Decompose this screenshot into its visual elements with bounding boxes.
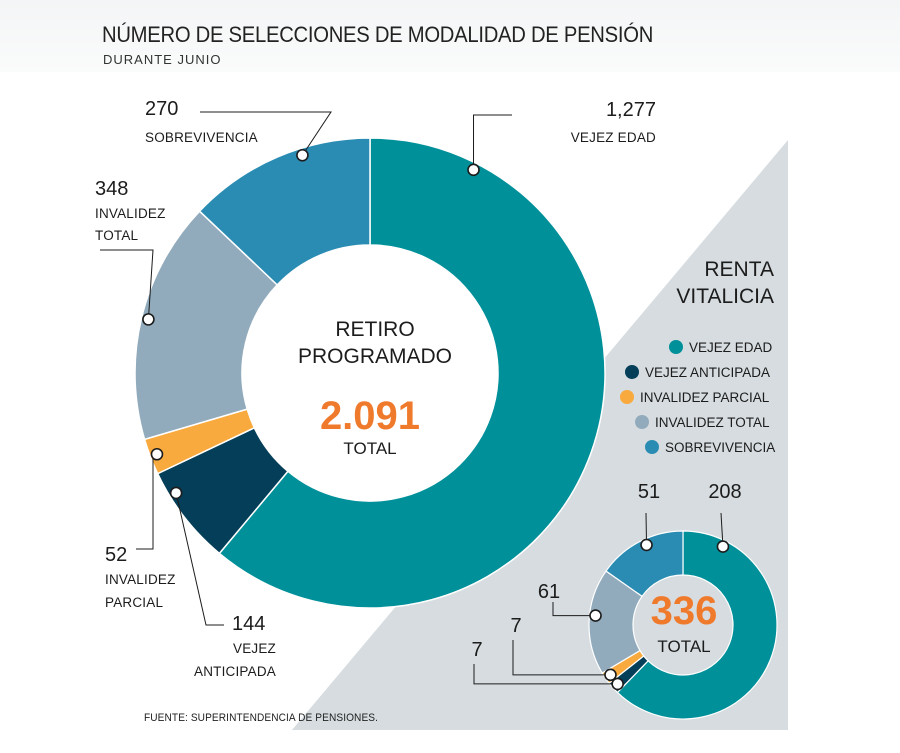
center-total-value: 2.091 — [320, 394, 420, 438]
rv-vejez-edad-marker — [716, 540, 730, 553]
donut-slice-vejez-edad — [218, 137, 606, 609]
rv-invalidez-total-marker — [589, 609, 602, 622]
rv-total-caption: TOTAL — [657, 637, 710, 656]
invalidez-parcial-leader-line — [136, 453, 157, 550]
rv-sobrevivencia-value: 51 — [638, 481, 660, 503]
vejez-edad-label: VEJEZ EDAD — [571, 130, 656, 145]
invalidez-total-leader-line — [100, 249, 154, 320]
legend-label-vejez-edad: VEJEZ EDAD — [689, 340, 773, 355]
panel-title-line1: RENTA — [704, 258, 774, 281]
center-title-line1: RETIRO — [335, 318, 414, 341]
legend-swatch-invalidez-parcial — [620, 390, 634, 404]
rv-vejez-edad-value: 208 — [708, 481, 741, 503]
invalidez-total-value: 348 — [95, 178, 128, 200]
donut-slice-vejez-edad — [616, 530, 778, 720]
rv-total-value: 336 — [651, 589, 718, 633]
center-total-caption: TOTAL — [343, 439, 396, 458]
legend-label-invalidez-parcial: INVALIDEZ PARCIAL — [640, 390, 770, 405]
sobrevivencia-marker — [296, 148, 309, 162]
legend-swatch-sobrevivencia — [645, 440, 659, 454]
vejez-edad-marker — [467, 163, 480, 177]
rv-invalidez-total-value: 61 — [538, 581, 560, 603]
legend-swatch-invalidez-total — [635, 415, 649, 429]
rv-invalidez-parcial-leader-line — [512, 640, 611, 676]
sobrevivencia-value: 270 — [145, 98, 178, 120]
vejez-edad-leader-line — [473, 114, 512, 170]
panel-title-line2: VITALICIA — [676, 285, 774, 308]
sobrevivencia-leader-line — [200, 111, 332, 156]
donut-slice-invalidez-total — [134, 210, 279, 441]
chart-title: NÚMERO DE SELECCIONES DE MODALIDAD DE PE… — [102, 22, 654, 47]
invalidez-total-label-line2: TOTAL — [95, 228, 139, 243]
vejez-anticipada-value: 144 — [232, 613, 265, 635]
vejez-anticipada-label-line2: ANTICIPADA — [194, 664, 276, 679]
legend-swatch-vejez-edad — [669, 340, 683, 354]
invalidez-total-marker — [142, 313, 155, 326]
vejez-edad-value: 1,277 — [606, 99, 656, 121]
rv-invalidez-parcial-value: 7 — [510, 615, 521, 637]
legend-label-invalidez-total: INVALIDEZ TOTAL — [655, 415, 770, 430]
donut-slice-sobrevivencia — [198, 137, 371, 286]
header-band — [0, 0, 900, 72]
rv-vejez-anticipada-marker — [611, 677, 624, 691]
vejez-anticipada-marker — [169, 486, 183, 500]
rv-vejez-anticipada-value: 7 — [471, 639, 482, 661]
donut-slice-sobrevivencia — [605, 530, 684, 598]
vejez-anticipada-leader-line — [175, 492, 224, 626]
invalidez-total-label-line1: INVALIDEZ — [95, 206, 166, 221]
invalidez-parcial-label-line2: PARCIAL — [105, 595, 163, 610]
center-title-line2: PROGRAMADO — [298, 345, 452, 368]
legend-swatch-vejez-anticipada — [625, 365, 639, 379]
rv-invalidez-total-leader-line — [552, 602, 596, 617]
rv-invalidez-parcial-marker — [604, 668, 617, 682]
source-note: FUENTE: SUPERINTENDENCIA DE PENSIONES. — [144, 712, 379, 724]
vejez-anticipada-label-line1: VEJEZ — [233, 641, 276, 656]
invalidez-parcial-marker — [150, 447, 164, 461]
renta-vitalicia-donut: 208 7 7 61 51 336 TOTAL — [471, 481, 778, 720]
invalidez-parcial-value: 52 — [105, 544, 127, 566]
chart-subtitle: DURANTE JUNIO — [103, 52, 222, 67]
legend-label-vejez-anticipada: VEJEZ ANTICIPADA — [645, 365, 770, 380]
legend-label-sobrevivencia: SOBREVIVENCIA — [665, 440, 775, 455]
retiro-programado-donut: 1,277 VEJEZ EDAD 144 VEJEZ ANTICIPADA 52 INVAL… — [95, 98, 656, 679]
sobrevivencia-label: SOBREVIVENCIA — [145, 130, 258, 145]
rv-vejez-anticipada-leader-line — [473, 664, 618, 685]
rv-sobrevivencia-marker — [640, 538, 653, 552]
invalidez-parcial-label-line1: INVALIDEZ — [105, 572, 176, 587]
renta-vitalicia-legend: RENTA VITALICIA VEJEZ EDAD VEJEZ ANTICIPADA… — [620, 258, 775, 455]
